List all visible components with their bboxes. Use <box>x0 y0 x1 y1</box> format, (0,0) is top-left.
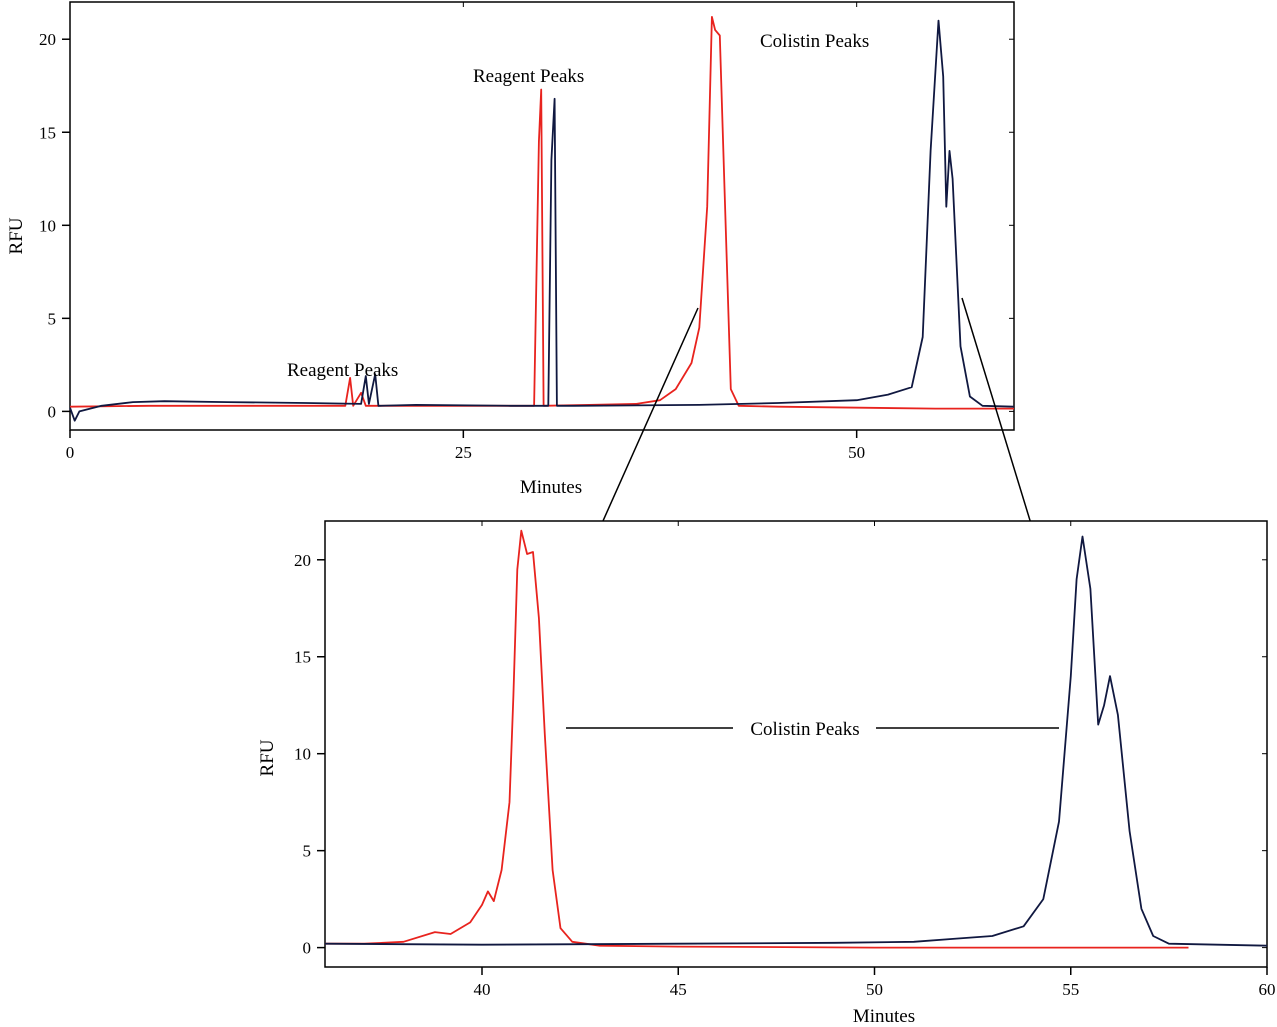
top-y-tick-label: 5 <box>48 309 57 328</box>
top-annotation-colistin-peaks: Colistin Peaks <box>760 31 869 52</box>
top-x-tick-label: 25 <box>455 443 472 462</box>
top-y-tick-label: 15 <box>39 123 56 142</box>
bottom-x-tick-label: 40 <box>474 980 491 999</box>
top-xlabel: Minutes <box>520 477 582 498</box>
bottom-series-line-navy <box>324 535 1268 947</box>
top-y-tick-label: 20 <box>39 30 56 49</box>
top-y-tick-label: 0 <box>48 402 57 421</box>
top-y-tick-label: 10 <box>39 216 56 235</box>
bottom-ylabel: RFU <box>257 739 278 776</box>
top-x-tick-label: 0 <box>66 443 75 462</box>
bottom-x-tick-label: 45 <box>670 980 687 999</box>
top-x-tick-label: 50 <box>848 443 865 462</box>
bottom-plot-frame <box>324 520 1268 968</box>
top-annotation-reagent-peaks-low: Reagent Peaks <box>287 360 398 381</box>
top-plot-frame <box>69 1 1015 431</box>
top-series-line-navy <box>69 19 1015 422</box>
bottom-y-tick-label: 5 <box>303 842 312 861</box>
bottom-x-tick-label: 50 <box>866 980 883 999</box>
bottom-annotation-colistin-peaks: Colistin Peaks <box>750 719 859 740</box>
top-ylabel: RFU <box>6 217 27 254</box>
bottom-y-tick-label: 20 <box>294 551 311 570</box>
bottom-x-tick-label: 60 <box>1259 980 1276 999</box>
bottom-y-tick-label: 10 <box>294 745 311 764</box>
bottom-x-tick-label: 55 <box>1062 980 1079 999</box>
top-annotation-reagent-peaks-high: Reagent Peaks <box>473 66 584 87</box>
zoomed-colistin-chart: 40 45 50 55 60 0 5 10 15 20 RFU Minutes Colistin … <box>257 520 1276 1027</box>
bottom-y-tick-label: 15 <box>294 648 311 667</box>
bottom-xlabel: Minutes <box>853 1006 915 1027</box>
bottom-series-line-red <box>325 529 1189 949</box>
bottom-y-tick-label: 0 <box>303 939 312 958</box>
top-series-line-red <box>69 15 1014 410</box>
